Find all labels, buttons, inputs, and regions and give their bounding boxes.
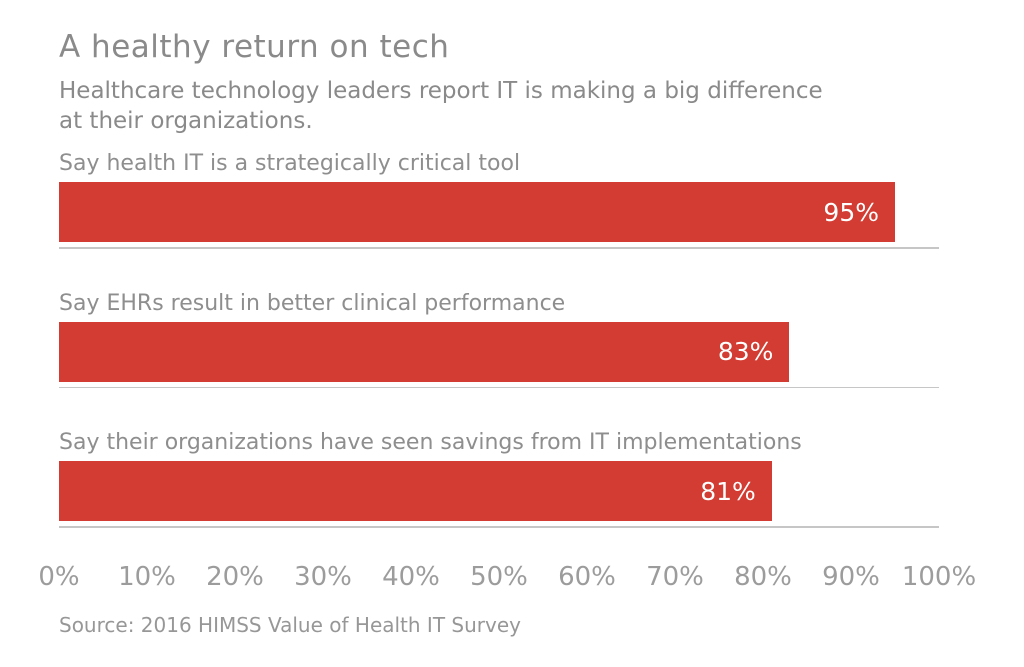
bar-group: Say health IT is a strategically critica… <box>59 150 939 249</box>
chart-subtitle: Healthcare technology leaders report IT … <box>59 76 1024 136</box>
bar-track: 95% <box>59 182 939 242</box>
x-axis-tick-label: 30% <box>294 561 352 592</box>
source-note: Source: 2016 HIMSS Value of Health IT Su… <box>59 612 521 637</box>
x-axis-tick-label: 40% <box>382 561 440 592</box>
bar-track: 81% <box>59 461 939 521</box>
bar-category-label: Say health IT is a strategically critica… <box>59 151 521 176</box>
x-axis-tick-label: 20% <box>206 561 264 592</box>
x-axis-tick-label: 70% <box>646 561 704 592</box>
bar-chart: Say health IT is a strategically critica… <box>59 150 939 528</box>
bar-fill: 83% <box>59 321 790 382</box>
x-axis: 0% 10% 20% 30% 40% 50% 60% 70% 80% 90% 1… <box>38 561 976 593</box>
bar-value-label: 95% <box>823 197 879 227</box>
baseline-divider <box>59 247 939 249</box>
bar-group: Say EHRs result in better clinical perfo… <box>59 290 939 388</box>
bar-value-label: 81% <box>700 476 756 506</box>
x-axis-tick-label: 50% <box>470 561 528 592</box>
baseline-divider <box>59 526 939 528</box>
bar-category-label: Say EHRs result in better clinical perfo… <box>59 290 566 316</box>
baseline-divider <box>59 386 939 388</box>
x-axis-tick-label: 10% <box>118 561 176 592</box>
chart-subtitle-line-1: Healthcare technology leaders report IT … <box>59 78 823 104</box>
bar-category-label: Say their organizations have seen saving… <box>59 430 802 455</box>
bar-track: 83% <box>59 321 939 382</box>
x-axis-tick-label: 60% <box>558 561 616 592</box>
bar-value-label: 83% <box>717 337 774 366</box>
x-axis-tick-label: 0% <box>38 561 80 592</box>
x-axis-tick-label: 90% <box>822 561 880 592</box>
x-axis-tick-label: 100% <box>901 561 977 592</box>
x-axis-tick-label: 80% <box>734 561 792 592</box>
bar-fill: 95% <box>59 182 895 242</box>
bar-group: Say their organizations have seen saving… <box>59 429 939 528</box>
chart-subtitle-line-2: at their organizations. <box>59 108 313 134</box>
bar-fill: 81% <box>59 461 772 521</box>
chart-title: A healthy return on tech <box>59 29 450 65</box>
